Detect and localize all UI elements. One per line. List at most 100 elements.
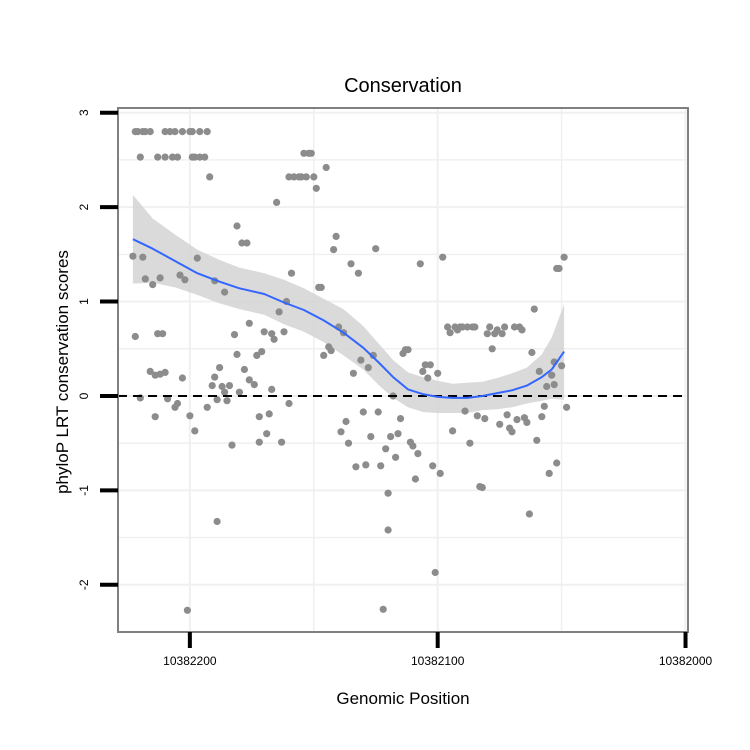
data-point [206, 173, 214, 181]
data-point [243, 239, 251, 247]
data-point [429, 462, 437, 470]
data-point [265, 410, 273, 418]
data-point [183, 606, 191, 614]
data-point [268, 330, 276, 338]
y-tick-label: 1 [77, 298, 91, 305]
data-point [225, 382, 234, 390]
data-point [270, 335, 278, 343]
data-point [245, 376, 253, 384]
data-point [421, 361, 429, 369]
data-point [186, 412, 194, 420]
data-point [513, 416, 521, 424]
data-point [203, 403, 211, 411]
data-point [344, 439, 353, 447]
data-point [268, 385, 276, 393]
data-point [384, 489, 392, 497]
data-point [285, 399, 293, 408]
data-point [129, 252, 137, 260]
data-point [149, 281, 157, 289]
data-point [134, 128, 142, 136]
data-point [230, 331, 239, 339]
data-point [553, 459, 561, 467]
data-point [193, 254, 201, 262]
data-point [273, 198, 281, 206]
data-point [367, 433, 375, 441]
data-point [159, 330, 167, 338]
y-axis-ticks: -2 -1 0 1 2 3 [77, 109, 118, 590]
data-point [238, 239, 246, 247]
data-point [387, 433, 395, 441]
data-point [255, 438, 263, 446]
data-point [426, 361, 434, 369]
data-point [156, 274, 164, 282]
data-point [307, 149, 315, 157]
data-point [208, 382, 216, 390]
x-tick-label: 10382000 [659, 654, 713, 668]
data-point [466, 439, 474, 447]
data-point [327, 347, 335, 355]
data-point [538, 413, 546, 421]
data-point [173, 153, 182, 161]
data-point [233, 222, 241, 230]
data-point [245, 319, 253, 327]
data-point [357, 356, 365, 364]
data-point [191, 153, 199, 161]
data-point [545, 469, 553, 477]
data-point [369, 351, 377, 359]
data-point [213, 396, 221, 404]
data-point [414, 450, 422, 458]
data-point [171, 128, 179, 136]
data-point [320, 351, 328, 359]
data-point [213, 517, 221, 526]
data-point [543, 382, 551, 391]
x-tick-label: 10382100 [411, 654, 465, 668]
data-point [235, 388, 243, 396]
data-point [528, 348, 536, 357]
data-point [518, 326, 526, 334]
data-point [161, 153, 169, 161]
data-point [349, 369, 357, 377]
data-point [434, 369, 442, 377]
data-point [285, 173, 293, 181]
data-point [439, 253, 447, 261]
data-point [218, 382, 226, 391]
smooth-curve [132, 238, 565, 399]
y-tick-label: 3 [77, 109, 91, 116]
data-point [151, 413, 159, 421]
data-point [240, 365, 248, 374]
data-point [178, 128, 186, 136]
data-point [483, 330, 491, 338]
data-point [498, 330, 506, 338]
data-point [384, 526, 392, 534]
data-point [555, 264, 563, 273]
data-points-layer [129, 128, 571, 614]
data-point [533, 436, 541, 444]
data-point [563, 403, 571, 411]
data-point [280, 328, 288, 336]
y-tick-label: -1 [77, 485, 91, 496]
data-point [287, 269, 296, 277]
data-point [168, 153, 177, 161]
data-point [354, 269, 362, 277]
data-point [253, 351, 261, 359]
data-point [278, 438, 286, 446]
x-axis-label: Genomic Position [336, 689, 469, 708]
y-axis-label: phyloP LRT conservation scores [53, 250, 72, 494]
data-point [501, 323, 509, 331]
data-point [449, 427, 457, 435]
data-point [436, 469, 444, 477]
y-tick-label: -2 [77, 579, 91, 590]
data-point [136, 153, 144, 161]
data-point [523, 418, 531, 426]
smooth-curve-layer [132, 238, 565, 399]
y-tick-label: 0 [77, 392, 91, 399]
data-point [396, 415, 405, 423]
data-point [258, 348, 266, 356]
data-point [188, 128, 196, 136]
data-point [146, 367, 154, 375]
data-point [260, 328, 268, 336]
data-point [211, 373, 219, 381]
data-point [473, 412, 481, 420]
data-point [404, 346, 412, 354]
